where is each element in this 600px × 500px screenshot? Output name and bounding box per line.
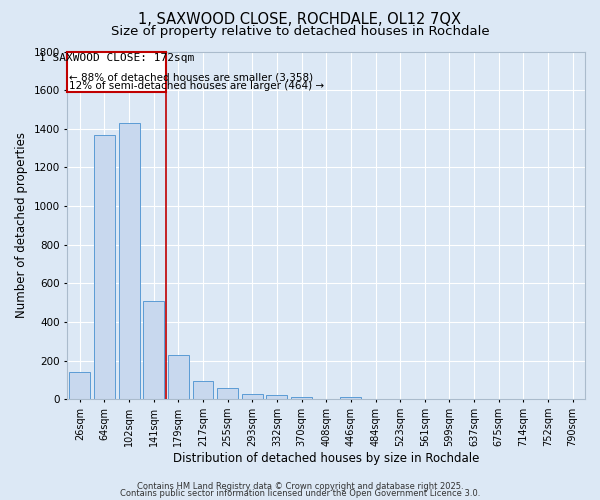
X-axis label: Distribution of detached houses by size in Rochdale: Distribution of detached houses by size …: [173, 452, 479, 465]
FancyBboxPatch shape: [67, 52, 166, 92]
Bar: [69, 372, 90, 400]
Text: 1, SAXWOOD CLOSE, ROCHDALE, OL12 7QX: 1, SAXWOOD CLOSE, ROCHDALE, OL12 7QX: [139, 12, 461, 28]
Bar: [242, 394, 263, 400]
Bar: [119, 123, 140, 400]
Bar: [143, 301, 164, 400]
Y-axis label: Number of detached properties: Number of detached properties: [15, 132, 28, 318]
Bar: [291, 398, 312, 400]
Text: ← 88% of detached houses are smaller (3,358): ← 88% of detached houses are smaller (3,…: [70, 73, 314, 83]
Bar: [168, 355, 189, 400]
Bar: [193, 381, 214, 400]
Text: Contains public sector information licensed under the Open Government Licence 3.: Contains public sector information licen…: [120, 489, 480, 498]
Text: Size of property relative to detached houses in Rochdale: Size of property relative to detached ho…: [110, 25, 490, 38]
Bar: [340, 398, 361, 400]
Text: 12% of semi-detached houses are larger (464) →: 12% of semi-detached houses are larger (…: [70, 82, 325, 92]
Bar: [266, 396, 287, 400]
Text: Contains HM Land Registry data © Crown copyright and database right 2025.: Contains HM Land Registry data © Crown c…: [137, 482, 463, 491]
Text: 1 SAXWOOD CLOSE: 172sqm: 1 SAXWOOD CLOSE: 172sqm: [39, 54, 194, 64]
Bar: [94, 134, 115, 400]
Bar: [217, 388, 238, 400]
